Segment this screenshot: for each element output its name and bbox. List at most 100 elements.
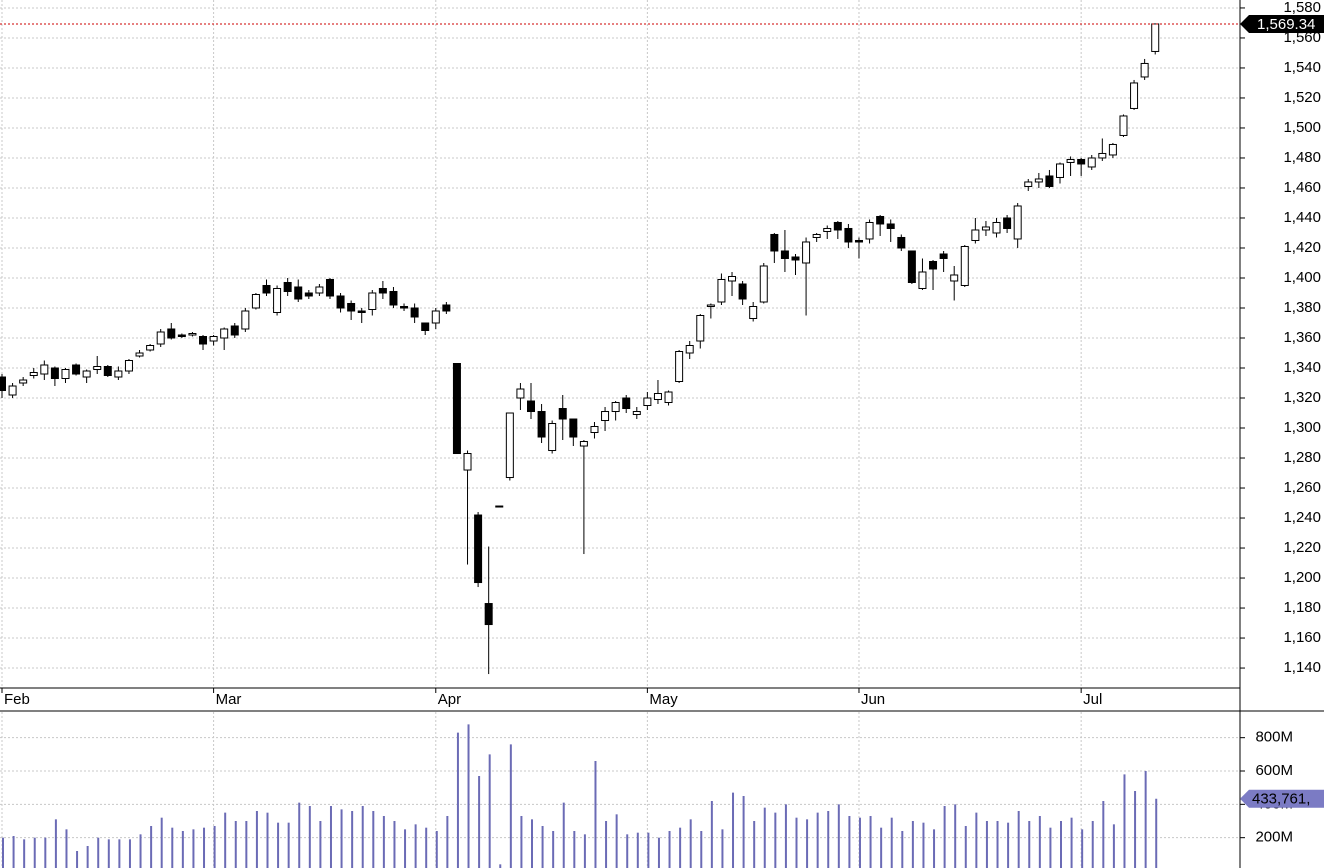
candle-body — [569, 418, 578, 438]
candle-body — [29, 372, 38, 377]
candle-body — [749, 305, 758, 319]
candle-body — [812, 233, 821, 238]
candle-body — [1077, 158, 1086, 165]
candle-body — [262, 284, 271, 294]
candle-body — [717, 278, 726, 303]
candle-body — [907, 250, 916, 283]
candle-body — [823, 227, 832, 232]
candle-body — [527, 400, 535, 413]
y-tick-label: 1,460 — [1283, 179, 1321, 196]
last-price-tag — [1240, 14, 1324, 33]
candle-body — [304, 292, 313, 297]
candle-body — [40, 364, 49, 375]
candle-body — [336, 295, 345, 309]
candle-body — [802, 241, 811, 264]
candle-body — [93, 366, 102, 371]
candle-body — [463, 453, 472, 471]
candle-body — [241, 310, 250, 330]
candle-body — [780, 250, 789, 259]
y-tick-label: 1,480 — [1283, 149, 1321, 166]
y-tick-label: 1,300 — [1283, 419, 1321, 436]
candle-body — [1151, 23, 1160, 52]
last-volume-label: 433,761, — [1252, 791, 1310, 808]
candle-body — [19, 379, 28, 384]
candle-body — [971, 229, 980, 241]
candle-body — [876, 215, 885, 225]
candle-body — [738, 283, 747, 300]
y-tick-label: 1,140 — [1283, 659, 1321, 676]
candle-body — [854, 239, 863, 243]
candle-body — [844, 227, 853, 243]
y-tick-label: 1,380 — [1283, 299, 1321, 316]
y-tick-label: 1,180 — [1283, 599, 1321, 616]
candle-body — [696, 314, 705, 342]
candle-body — [124, 360, 133, 372]
candle-body — [431, 310, 440, 324]
candle-body — [886, 223, 895, 229]
candle-body — [452, 363, 461, 455]
y-tick-label: 1,160 — [1283, 629, 1321, 646]
candle-body — [1045, 175, 1054, 187]
candle-body — [537, 411, 546, 438]
candle-body — [1130, 82, 1139, 109]
y-tick-label: 1,240 — [1283, 509, 1321, 526]
y-tick-label: 1,540 — [1283, 59, 1321, 76]
candle-body — [209, 335, 218, 342]
candle-body — [82, 370, 91, 378]
y-tick-label: 1,360 — [1283, 329, 1321, 346]
candle-body — [505, 412, 514, 479]
candle-body — [706, 304, 715, 307]
candle-body — [833, 221, 842, 231]
candle-body — [442, 304, 451, 312]
candle-body — [230, 325, 239, 336]
candle-body — [939, 253, 948, 259]
y-tick-label: 1,280 — [1283, 449, 1321, 466]
candle-body — [294, 286, 303, 300]
candle-body — [791, 256, 800, 261]
candle-body — [378, 287, 387, 294]
candle-body — [103, 366, 112, 377]
candle-body — [728, 275, 737, 282]
candle-body — [1003, 217, 1012, 229]
mark-layer — [0, 23, 1240, 868]
candle-body — [558, 408, 567, 420]
candle-body — [1108, 143, 1117, 156]
axis-background — [1240, 0, 1324, 868]
candle-body — [156, 331, 165, 345]
candle-body — [357, 310, 366, 313]
candle-body — [283, 281, 292, 292]
y2-tick-label: 200M — [1255, 829, 1293, 846]
y-tick-label: 1,580 — [1283, 0, 1321, 16]
candle-body — [50, 367, 59, 380]
y-tick-label: 1,560 — [1283, 29, 1321, 46]
candle-body — [474, 514, 483, 584]
x-tick-label: Feb — [4, 691, 30, 708]
candle-body — [579, 441, 588, 447]
candle-body — [918, 271, 927, 289]
y2-tick-label: 600M — [1255, 762, 1293, 779]
candle-body — [1056, 163, 1064, 178]
candle-body — [135, 352, 144, 357]
candle-body — [865, 221, 874, 240]
candle-body — [347, 302, 356, 312]
y-tick-label: 1,440 — [1283, 209, 1321, 226]
candle-body — [759, 265, 768, 303]
candle-body — [146, 345, 155, 351]
candle-body — [421, 322, 430, 331]
candle-body — [981, 226, 990, 231]
candle-body — [1087, 157, 1096, 168]
candle-body — [1140, 62, 1149, 78]
x-tick-label: May — [649, 691, 678, 708]
candle-body — [622, 397, 631, 410]
x-tick-label: Jun — [861, 691, 885, 708]
x-tick-label: Mar — [216, 691, 242, 708]
candle-body — [1066, 158, 1075, 163]
candle-body — [273, 287, 282, 313]
y-tick-label: 1,420 — [1283, 239, 1321, 256]
candle-body — [114, 370, 123, 378]
candle-body — [548, 423, 557, 452]
candle-body — [61, 369, 70, 380]
candle-body — [653, 393, 662, 401]
